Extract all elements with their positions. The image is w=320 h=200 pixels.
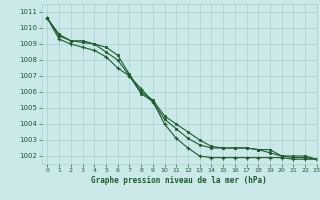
X-axis label: Graphe pression niveau de la mer (hPa): Graphe pression niveau de la mer (hPa) [91, 176, 267, 185]
